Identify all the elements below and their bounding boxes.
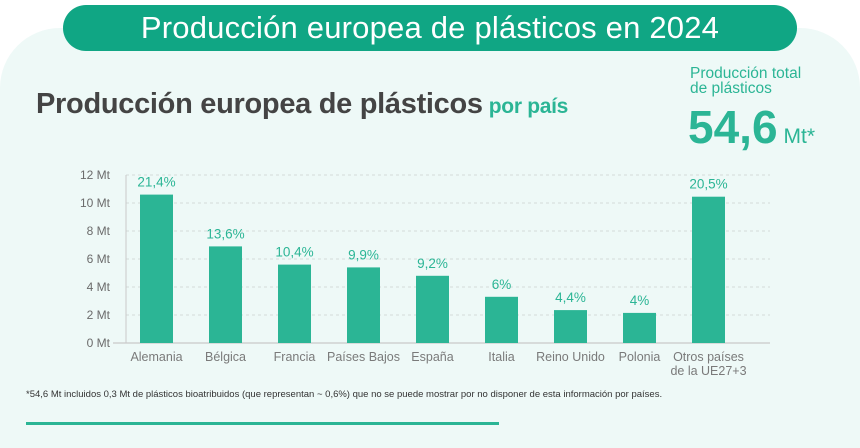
x-tick-label: España <box>411 350 453 364</box>
data-labels: 21,4% 13,6% 10,4% 9,9% 9,2% 6% 4,4% 4% 20,5% <box>137 175 727 308</box>
x-tick-label: Italia <box>488 350 514 364</box>
total-production-label: Producción total de plásticos <box>690 65 860 97</box>
total-value-number: 54,6 <box>688 101 778 153</box>
total-value-unit: Mt* <box>783 125 816 148</box>
bar <box>485 296 518 343</box>
bars <box>140 194 725 343</box>
y-tick-label: 0 Mt <box>87 336 111 350</box>
x-tick-label: Reino Unido <box>536 350 605 364</box>
y-axis-ticks: 0 Mt 2 Mt 4 Mt 6 Mt 8 Mt 10 Mt 12 Mt <box>80 168 111 350</box>
y-tick-label: 6 Mt <box>87 252 111 266</box>
total-label-line2: de plásticos <box>690 80 772 97</box>
bar <box>554 310 587 343</box>
data-label: 6% <box>492 277 512 292</box>
data-label: 21,4% <box>137 175 175 190</box>
y-tick-label: 12 Mt <box>80 168 111 182</box>
bar <box>623 312 656 343</box>
data-label: 20,5% <box>689 177 727 192</box>
x-tick-label: Francia <box>274 350 316 364</box>
x-tick-label: Otros países <box>673 350 744 364</box>
chart-title-accent: por país <box>488 95 569 118</box>
x-tick-label: Alemania <box>130 350 182 364</box>
footnote: *54,6 Mt incluidos 0,3 Mt de plásticos b… <box>26 389 663 400</box>
bar <box>209 246 242 343</box>
data-label: 10,4% <box>275 245 313 260</box>
bar <box>347 267 380 343</box>
data-label: 9,9% <box>348 247 379 262</box>
data-label: 9,2% <box>417 256 448 271</box>
x-tick-label: de la UE27+3 <box>670 364 746 378</box>
chart-title: Producción europea de plásticos por país <box>36 88 568 121</box>
bar <box>278 264 311 343</box>
gridlines <box>126 174 770 316</box>
x-tick-label: Polonia <box>619 350 661 364</box>
y-tick-label: 10 Mt <box>80 196 111 210</box>
y-tick-label: 2 Mt <box>87 308 111 322</box>
data-label: 4,4% <box>555 290 586 305</box>
chart-title-main: Producción europea de plásticos <box>36 88 483 120</box>
page-title: Producción europea de plásticos en 2024 <box>63 5 797 51</box>
total-production-value: 54,6 Mt* <box>688 100 815 164</box>
bar <box>416 275 449 343</box>
data-label: 4% <box>630 293 650 308</box>
x-axis-labels: Alemania Bélgica Francia Países Bajos España… <box>130 350 746 378</box>
total-label-line1: Producción total <box>690 65 802 82</box>
x-tick-label: Bélgica <box>205 350 246 364</box>
y-tick-label: 8 Mt <box>87 224 111 238</box>
x-tick-label: Países Bajos <box>327 350 400 364</box>
y-tick-label: 4 Mt <box>87 280 111 294</box>
data-label: 13,6% <box>206 226 244 241</box>
bar <box>692 196 725 343</box>
bar-chart: 0 Mt 2 Mt 4 Mt 6 Mt 8 Mt 10 Mt 12 Mt 21,4% 13,6… <box>80 168 770 378</box>
bar <box>140 194 173 343</box>
bottom-divider <box>26 422 499 425</box>
